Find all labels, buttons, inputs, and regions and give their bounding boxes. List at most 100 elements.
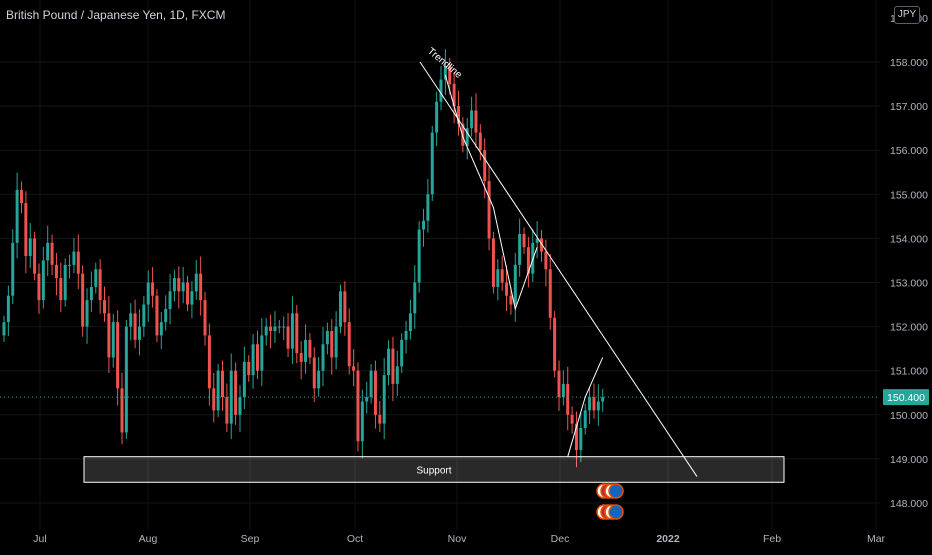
currency-badge[interactable]: JPY bbox=[894, 6, 920, 24]
candle-body bbox=[137, 326, 141, 340]
candle-body bbox=[365, 397, 369, 402]
y-tick-label: 152.000 bbox=[890, 322, 928, 334]
candle-body bbox=[373, 370, 377, 415]
candles-layer bbox=[2, 49, 605, 468]
candle-body bbox=[225, 397, 229, 424]
candle-body bbox=[544, 251, 548, 270]
candle-body bbox=[98, 269, 102, 301]
candle-body bbox=[343, 291, 347, 323]
trendline[interactable] bbox=[419, 61, 698, 477]
candle-body bbox=[155, 295, 159, 336]
x-tick-label: Oct bbox=[347, 533, 363, 545]
candle-body bbox=[391, 348, 395, 384]
candle-body bbox=[229, 370, 233, 424]
candle-body bbox=[422, 220, 426, 230]
y-tick-label: 154.000 bbox=[890, 233, 928, 245]
event-marker[interactable] bbox=[596, 504, 624, 520]
x-tick-label: Aug bbox=[139, 533, 158, 545]
candle-body bbox=[574, 423, 578, 451]
last-price-badge bbox=[883, 389, 929, 406]
candle-body bbox=[107, 313, 111, 358]
candle-body bbox=[251, 344, 255, 376]
candle-body bbox=[408, 313, 412, 332]
candle-body bbox=[474, 110, 478, 133]
candle-body bbox=[382, 375, 386, 424]
candle-body bbox=[264, 326, 268, 336]
candle-body bbox=[50, 242, 54, 265]
candle-body bbox=[133, 313, 137, 340]
y-tick-label: 158.000 bbox=[890, 57, 928, 69]
candle-body bbox=[168, 291, 172, 309]
trendline[interactable] bbox=[444, 75, 538, 311]
candle-body bbox=[483, 150, 487, 182]
candle-body bbox=[470, 110, 474, 129]
candle-body bbox=[312, 357, 316, 389]
candle-body bbox=[6, 295, 10, 323]
chart-title: British Pound / Japanese Yen, 1D, FXCM bbox=[6, 8, 226, 22]
candle-body bbox=[94, 269, 98, 287]
candle-body bbox=[443, 66, 447, 80]
candle-body bbox=[321, 344, 325, 371]
event-marker[interactable] bbox=[596, 483, 624, 499]
candle-body bbox=[347, 322, 351, 367]
candle-body bbox=[461, 123, 465, 146]
candle-body bbox=[33, 238, 37, 274]
candle-body bbox=[164, 308, 168, 323]
candle-body bbox=[491, 238, 495, 287]
x-tick-label: Nov bbox=[448, 533, 467, 545]
candle-body bbox=[221, 370, 224, 398]
candle-body bbox=[548, 269, 552, 318]
x-tick-label: Dec bbox=[551, 533, 570, 545]
candle-body bbox=[378, 414, 382, 424]
candle-body bbox=[404, 331, 408, 340]
candle-body bbox=[63, 264, 67, 301]
candle-body bbox=[448, 66, 452, 85]
candle-body bbox=[54, 264, 58, 279]
candle-body bbox=[207, 335, 211, 389]
candle-body bbox=[509, 295, 513, 305]
candle-body bbox=[592, 397, 596, 411]
x-tick-label: Jul bbox=[33, 533, 46, 545]
candle-body bbox=[413, 282, 417, 314]
candle-body bbox=[68, 264, 72, 266]
candle-body bbox=[400, 339, 404, 367]
y-tick-label: 155.000 bbox=[890, 189, 928, 201]
candle-body bbox=[186, 282, 190, 305]
candle-body bbox=[500, 269, 504, 283]
candle-body bbox=[435, 101, 439, 133]
candle-body bbox=[116, 322, 120, 389]
candle-body bbox=[172, 278, 176, 292]
candle-body bbox=[151, 282, 155, 296]
y-tick-label: 150.000 bbox=[890, 410, 928, 422]
candle-body bbox=[15, 189, 19, 243]
candle-body bbox=[181, 282, 185, 292]
candle-body bbox=[103, 300, 107, 314]
support-zone[interactable] bbox=[83, 456, 785, 483]
trendline[interactable] bbox=[567, 357, 604, 457]
candle-body bbox=[277, 326, 281, 328]
candle-body bbox=[28, 238, 32, 257]
candle-body bbox=[11, 242, 15, 296]
candle-body bbox=[216, 370, 220, 411]
candle-body bbox=[304, 339, 308, 362]
candle-body bbox=[41, 260, 45, 301]
candle-body bbox=[561, 383, 565, 398]
events-layer[interactable] bbox=[596, 483, 624, 520]
candle-body bbox=[2, 322, 6, 336]
candle-body bbox=[334, 326, 338, 358]
candle-body bbox=[522, 233, 526, 248]
candle-body bbox=[212, 388, 216, 411]
candle-body bbox=[260, 335, 264, 371]
candle-body bbox=[129, 313, 133, 327]
candle-body bbox=[89, 286, 93, 301]
candle-body bbox=[395, 366, 399, 384]
candle-body bbox=[238, 397, 242, 415]
candle-body bbox=[59, 278, 63, 301]
candle-body bbox=[596, 401, 600, 411]
candle-body bbox=[452, 84, 456, 107]
candle-body bbox=[255, 344, 259, 371]
candle-body bbox=[566, 383, 570, 415]
